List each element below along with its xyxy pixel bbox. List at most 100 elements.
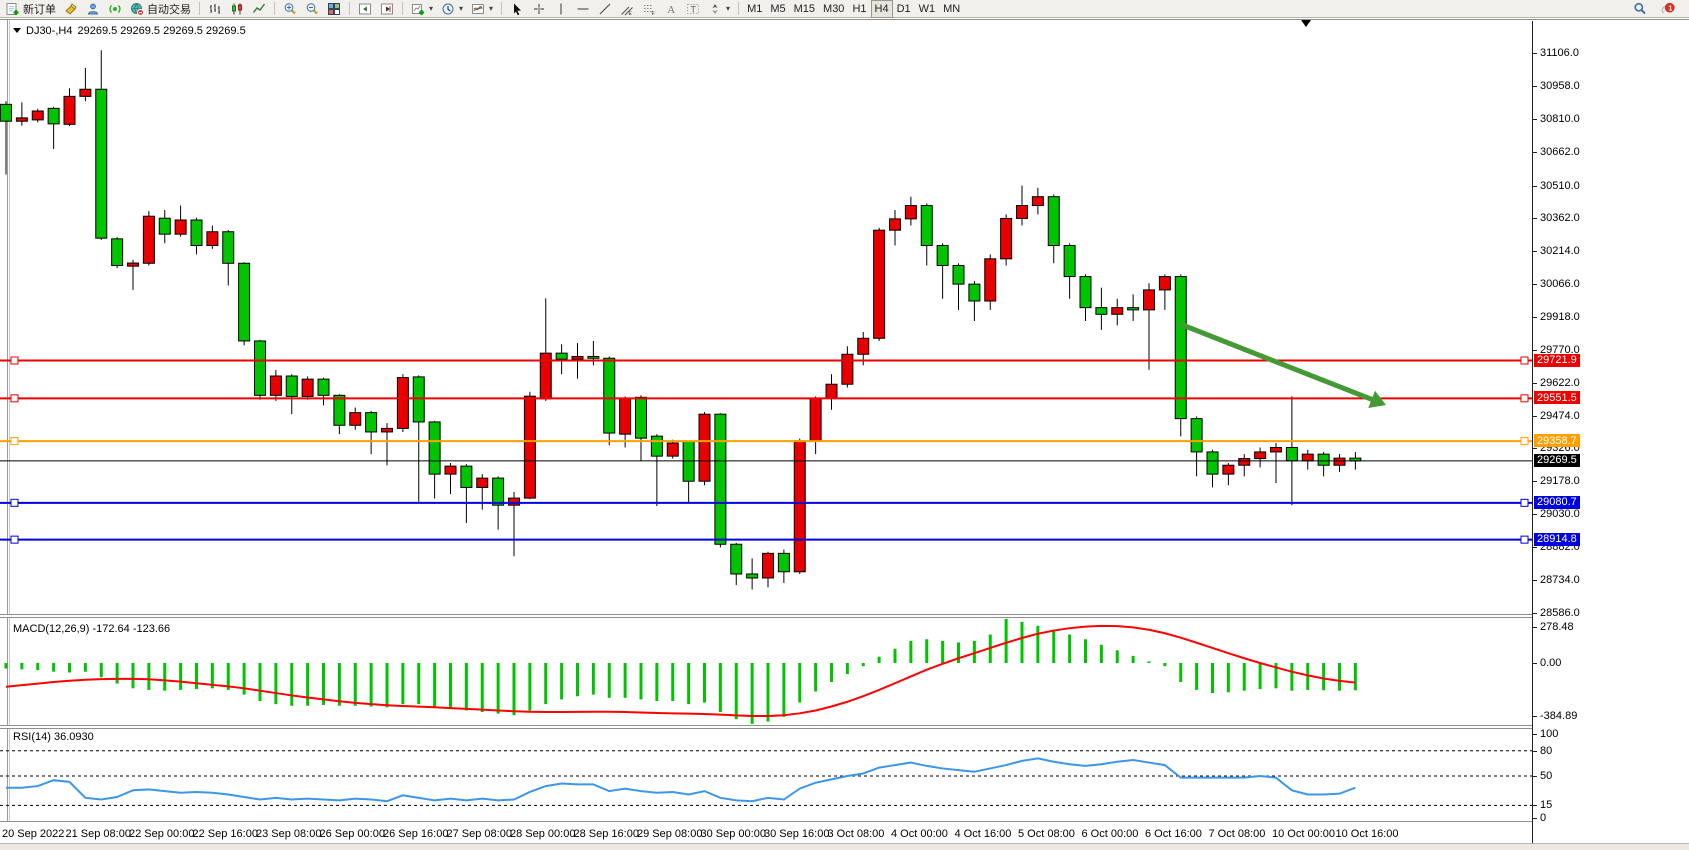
scroll-start-button[interactable]	[354, 0, 376, 18]
label-button[interactable]: T	[682, 0, 704, 18]
axis-tick	[1533, 218, 1537, 220]
cursor-icon	[510, 2, 524, 16]
macd-axis-label: 0.00	[1540, 657, 1562, 669]
line-anchor-handle[interactable]	[1520, 356, 1529, 365]
timeframe-m15-button[interactable]: M15	[793, 2, 816, 15]
price-tick-label: 29622.0	[1540, 376, 1580, 389]
candle-body	[460, 465, 473, 488]
hline-button[interactable]	[572, 0, 594, 18]
ticket-icon	[64, 2, 78, 16]
new-chart-button[interactable]: ▾	[407, 0, 437, 18]
candle-body	[1016, 205, 1028, 219]
timeframe-h4-button[interactable]: H4	[870, 0, 893, 18]
search-button[interactable]	[1629, 0, 1651, 18]
candle-body	[396, 377, 409, 429]
price-tick-label: 30958.0	[1540, 80, 1580, 93]
channel-button[interactable]: E	[616, 0, 638, 18]
line-anchor-handle[interactable]	[1520, 437, 1529, 446]
autotrade-button[interactable]: 自动交易	[126, 0, 195, 18]
rsi-axis-label: 50	[1540, 770, 1553, 782]
candle-body	[111, 238, 124, 266]
timeframe-m1-button[interactable]: M1	[747, 2, 763, 15]
line-anchor-handle[interactable]	[1520, 394, 1529, 403]
crosshair-button[interactable]	[528, 0, 550, 18]
candle-body	[1206, 451, 1219, 475]
chevron-down-icon[interactable]: ▾	[429, 4, 434, 13]
candle-body	[762, 552, 774, 579]
candle-body	[15, 117, 28, 122]
profile-button[interactable]	[82, 0, 104, 18]
candle-body	[571, 355, 584, 360]
time-axis[interactable]: 20 Sep 2022 21 Sep 08:00 22 Sep 00:00 22 Se…	[0, 821, 1532, 844]
line-anchor-handle[interactable]	[1520, 535, 1529, 544]
fibonacci-button[interactable]: F	[638, 0, 660, 18]
time-axis-label: 26 Sep 00:00	[319, 828, 385, 840]
vline-button[interactable]	[550, 0, 572, 18]
arrows-button[interactable]: ▾	[704, 0, 734, 18]
candle-chart-button[interactable]	[226, 0, 248, 18]
line-anchor-handle[interactable]	[1520, 498, 1529, 507]
candle-body	[1190, 418, 1203, 453]
time-axis-label: 5 Oct 08:00	[1018, 828, 1075, 840]
template-button[interactable]: ▾	[467, 0, 497, 18]
fibonacci-icon: F	[642, 2, 656, 16]
timeframe-mn-button[interactable]: MN	[943, 2, 961, 15]
candle-body	[1174, 276, 1187, 420]
level-price-badge: 29080.7	[1534, 495, 1580, 509]
price-axis[interactable]: 31106.0 30958.0 30810.0 30662.0 30510.0 30362…	[1533, 20, 1689, 850]
chevron-down-icon[interactable]: ▾	[459, 4, 464, 13]
axis-tick	[1533, 579, 1537, 581]
toolbar-button-label: 自动交易	[147, 3, 191, 16]
line-anchor-handle[interactable]	[10, 437, 19, 446]
timeframe-m5-button[interactable]: M5	[770, 2, 786, 15]
panel-splitter-macd[interactable]	[0, 614, 1689, 618]
line-anchor-handle[interactable]	[10, 394, 19, 403]
axis-tick	[1533, 612, 1537, 614]
trend-arrow-annotation[interactable]	[1179, 321, 1378, 404]
timeframe-d1-button[interactable]: D1	[896, 2, 911, 15]
ticket-button[interactable]	[60, 0, 82, 18]
candle-body	[841, 353, 854, 385]
trendline-button[interactable]	[594, 0, 616, 18]
main-toolbar: 新订单 自动交易 ▾ ▾ ▾ E F A T ▾ M1 M5 M15 M30 H1 H4 D1 W1 MN 1	[0, 0, 1689, 18]
candle-body	[1111, 307, 1124, 315]
notification-button[interactable]: 1	[1657, 0, 1679, 18]
zoom-out-button[interactable]	[301, 0, 323, 18]
candle-body	[1127, 307, 1140, 311]
candle-body	[127, 262, 139, 267]
tile-windows-button[interactable]	[323, 0, 345, 18]
candle-body	[936, 245, 949, 266]
line-anchor-handle[interactable]	[10, 356, 19, 365]
line-chart-button[interactable]	[248, 0, 270, 18]
current-price-badge: 29269.5	[1534, 453, 1580, 467]
line-anchor-handle[interactable]	[10, 498, 19, 507]
chevron-down-icon[interactable]: ▾	[489, 4, 494, 13]
collapse-arrow-icon[interactable]	[13, 28, 21, 33]
zoom-in-button[interactable]	[279, 0, 301, 18]
cursor-button[interactable]	[506, 0, 528, 18]
candle-body	[31, 110, 44, 121]
text-button[interactable]: A	[660, 0, 682, 18]
candle-body	[476, 477, 489, 488]
signal-button[interactable]	[104, 0, 126, 18]
axis-tick	[1533, 86, 1537, 88]
timeframe-w1-button[interactable]: W1	[918, 2, 936, 15]
trend-arrow-head[interactable]	[1368, 390, 1386, 408]
candle-body	[1031, 196, 1044, 207]
new-order-button[interactable]: 新订单	[2, 0, 60, 18]
chevron-down-icon[interactable]: ▾	[726, 4, 731, 13]
toolbar-separator	[349, 2, 350, 15]
bar-chart-button[interactable]	[204, 0, 226, 18]
panel-splitter-rsi[interactable]	[0, 725, 1689, 729]
text-icon: A	[664, 2, 678, 16]
scroll-end-button[interactable]	[376, 0, 398, 18]
line-anchor-handle[interactable]	[10, 535, 19, 544]
timeframe-h1-button[interactable]: H1	[852, 2, 867, 15]
time-axis-label: 27 Sep 08:00	[446, 828, 512, 840]
candle-body	[492, 477, 505, 506]
candle-body	[587, 355, 600, 359]
timeframe-m30-button[interactable]: M30	[823, 2, 845, 15]
period-clock-button[interactable]: ▾	[437, 0, 467, 18]
chart-shift-marker-icon[interactable]	[1301, 20, 1311, 27]
candle-body	[333, 394, 346, 426]
